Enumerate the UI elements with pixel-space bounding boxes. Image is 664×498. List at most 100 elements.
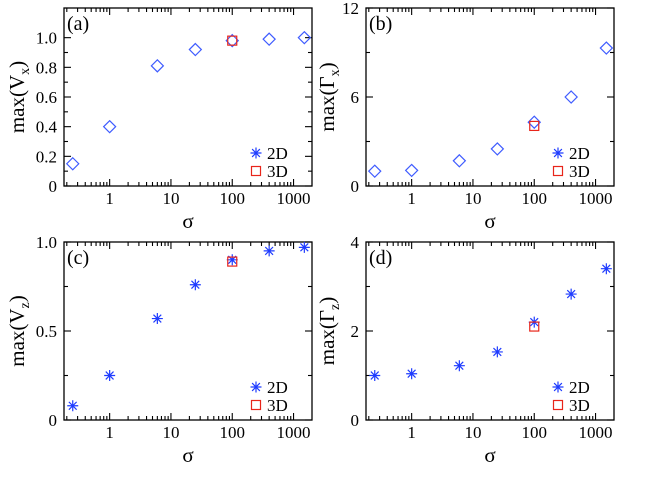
panel-a-ylabel-base: max(V (5, 75, 29, 133)
x-tick-label: 1000 (579, 423, 613, 442)
data-point-2d (188, 42, 203, 57)
panel-d-marks (369, 263, 612, 381)
data-point-2d (262, 32, 277, 46)
legend-marker-3d (250, 399, 262, 411)
panel-b-marks (367, 41, 614, 179)
panel-c-label: (c) (67, 247, 89, 269)
panel-a-ticks: 1 10 100 1000 0 0.2 0.4 0.6 0.8 1.0 (36, 8, 312, 208)
y-tick-label: 1.0 (36, 233, 57, 252)
panel-d-ylabel-sub: z (328, 304, 343, 310)
data-point-2d (599, 41, 614, 55)
data-point-3d (227, 35, 238, 46)
panel-c-ylabel-base: max(V (5, 308, 29, 366)
data-point-2d (453, 360, 465, 372)
data-point-2d (406, 368, 418, 380)
y-tick-label: 0 (351, 177, 360, 196)
legend-label-2d: 2D (569, 144, 590, 163)
panel-c-ylabel-sub: z (18, 302, 33, 308)
y-tick-label: 2 (351, 322, 360, 341)
data-point-2d (67, 400, 79, 412)
y-tick-label: 0 (49, 411, 58, 430)
panel-a-label: (a) (67, 13, 89, 35)
y-tick-label: 12 (342, 0, 359, 18)
panel-c-ylabel: max(Vz) (5, 295, 33, 367)
panel-b-label: (b) (369, 13, 392, 35)
legend-marker-2d (552, 381, 564, 393)
panel-b-ylabel-sub: x (328, 69, 343, 76)
data-point-2d (404, 163, 419, 178)
x-tick-label: 100 (521, 423, 547, 442)
x-tick-label: 100 (219, 423, 245, 442)
panel-b-xlabel: σ (484, 209, 495, 233)
y-tick-label: 0.5 (36, 322, 57, 341)
x-tick-label: 1000 (579, 189, 613, 208)
y-tick-label: 0 (49, 177, 58, 196)
panel-b-ylabel-base: max(Γ (315, 76, 339, 131)
panel-d-ticks: 1 10 100 1000 0 2 4 (351, 233, 614, 442)
panel-c-xlabel: σ (182, 443, 193, 467)
data-point-2d (452, 153, 467, 168)
y-tick-label: 0.8 (36, 58, 57, 77)
legend-marker-3d (552, 165, 564, 177)
data-point-3d (529, 321, 540, 332)
data-point-2d (565, 288, 577, 300)
legend-label-2d: 2D (267, 144, 288, 163)
legend-label-2d: 2D (267, 378, 288, 397)
data-point-2d (369, 370, 381, 381)
y-tick-label: 0.4 (36, 118, 58, 137)
data-point-2d (65, 156, 80, 171)
legend-marker-3d (250, 165, 262, 177)
panel-a-ylabel-sub: x (18, 68, 33, 75)
x-tick-label: 1 (407, 189, 416, 208)
legend-label-3d: 3D (569, 396, 590, 415)
x-tick-label: 1 (105, 189, 114, 208)
data-point-2d (104, 370, 116, 381)
data-point-2d (298, 241, 310, 253)
legend-label-3d: 3D (267, 396, 288, 415)
data-point-2d (527, 115, 542, 130)
panel-d-ylabel: max(Γz) (315, 297, 343, 366)
data-point-2d (564, 90, 579, 104)
y-tick-label: 6 (351, 88, 360, 107)
data-point-3d (227, 256, 238, 267)
data-point-2d (491, 346, 503, 358)
x-tick-label: 10 (464, 423, 481, 442)
y-tick-label: 4 (351, 233, 360, 252)
panel-d-xlabel: σ (484, 443, 495, 467)
data-point-2d (226, 254, 238, 266)
panel-b-ticks: 1 10 100 1000 0 6 12 (342, 0, 614, 208)
data-point-2d (367, 164, 382, 179)
legend-label-3d: 3D (267, 162, 288, 181)
data-point-2d (297, 30, 312, 45)
data-point-2d (102, 119, 117, 134)
legend-label-2d: 2D (569, 378, 590, 397)
panel-b-ylabel-close: ) (315, 62, 339, 69)
panel-c-ylabel-close: ) (5, 295, 29, 302)
y-tick-label: 0.2 (36, 147, 57, 166)
panel-a-xlabel: σ (182, 209, 193, 233)
panel-c-ticks: 1 10 100 1000 0 0.5 1.0 (36, 233, 312, 442)
panel-d-ylabel-close: ) (315, 297, 339, 304)
legend-marker-2d (552, 147, 564, 159)
data-point-2d (189, 279, 201, 291)
panel-a-marks (65, 30, 312, 171)
panel-c-marks (67, 241, 310, 412)
data-point-2d (151, 313, 163, 325)
x-tick-label: 100 (521, 189, 547, 208)
data-point-2d (150, 59, 165, 73)
x-tick-label: 10 (162, 189, 179, 208)
data-point-2d (600, 263, 612, 275)
panel-d-ylabel-base: max(Γ (315, 310, 339, 365)
data-point-2d (263, 245, 275, 257)
